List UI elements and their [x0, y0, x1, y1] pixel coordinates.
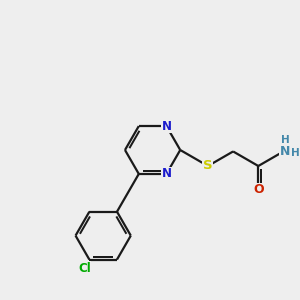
- Text: S: S: [203, 160, 213, 172]
- Text: O: O: [253, 183, 264, 196]
- Text: N: N: [280, 145, 290, 158]
- Text: H: H: [280, 135, 289, 146]
- Text: H: H: [291, 148, 300, 158]
- Text: N: N: [161, 120, 171, 133]
- Text: N: N: [161, 167, 171, 180]
- Text: Cl: Cl: [78, 262, 91, 275]
